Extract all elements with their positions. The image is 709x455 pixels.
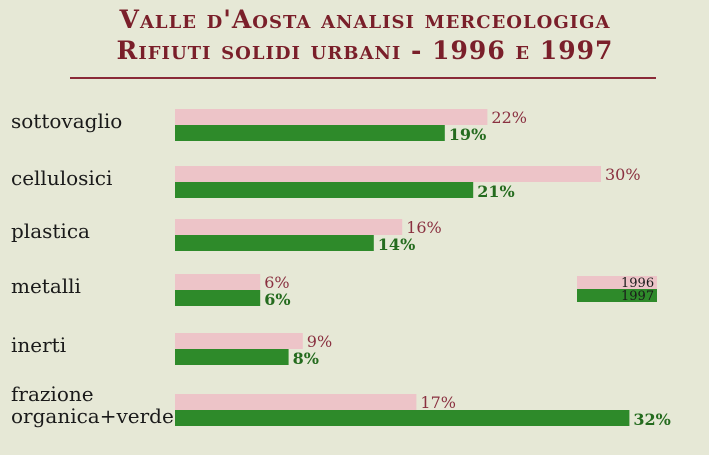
bar-1997-cellulosici <box>175 182 474 198</box>
value-label-1996-plastica: 16% <box>406 218 442 237</box>
value-label-1997-plastica: 14% <box>378 235 415 254</box>
value-label-1997-frazione-organica-verde: 32% <box>633 410 670 429</box>
bar-1997-plastica <box>175 235 374 251</box>
legend-label-1996: 1996 <box>621 276 654 291</box>
chart-subtitle: Rifiuti solidi urbani - 1996 e 1997 <box>116 36 614 65</box>
legend-swatch-1996 <box>577 276 657 289</box>
category-label-frazione-organica-verde-line1: frazione <box>11 382 94 406</box>
bar-1996-metalli <box>175 274 261 290</box>
bar-1997-sottovaglio <box>175 125 445 141</box>
value-label-1996-frazione-organica-verde: 17% <box>420 393 456 412</box>
bar-1997-metalli <box>175 290 261 306</box>
title-divider <box>70 77 656 79</box>
value-label-1996-inerti: 9% <box>307 332 332 351</box>
value-label-1997-cellulosici: 21% <box>477 182 514 201</box>
legend-label-1997: 1997 <box>621 289 654 304</box>
bar-1996-inerti <box>175 333 303 349</box>
category-label-cellulosici: cellulosici <box>11 166 112 190</box>
value-label-1997-inerti: 8% <box>293 349 319 368</box>
bar-1997-inerti <box>175 349 289 365</box>
category-label-frazione-organica-verde-line2: organica+verde <box>11 404 174 428</box>
chart-title: Valle d'Aosta analisi merceologiga <box>119 5 611 34</box>
category-label-sottovaglio: sottovaglio <box>11 109 122 133</box>
category-label-plastica: plastica <box>11 219 90 243</box>
bar-1996-sottovaglio <box>175 109 488 125</box>
value-label-1996-cellulosici: 30% <box>605 165 641 184</box>
bar-1996-cellulosici <box>175 166 601 182</box>
value-label-1997-sottovaglio: 19% <box>449 125 486 144</box>
bar-1996-frazione-organica-verde <box>175 394 417 410</box>
value-label-1996-metalli: 6% <box>264 273 289 292</box>
chart-title-block: Valle d'Aosta analisi merceologiga Rifiu… <box>70 4 660 67</box>
bar-1997-frazione-organica-verde <box>175 410 630 426</box>
value-label-1997-metalli: 6% <box>264 290 290 309</box>
legend-swatch-1997 <box>577 289 657 302</box>
value-label-1996-sottovaglio: 22% <box>491 108 527 127</box>
category-label-metalli: metalli <box>11 274 81 298</box>
category-label-inerti: inerti <box>11 333 66 357</box>
bar-1996-plastica <box>175 219 403 235</box>
